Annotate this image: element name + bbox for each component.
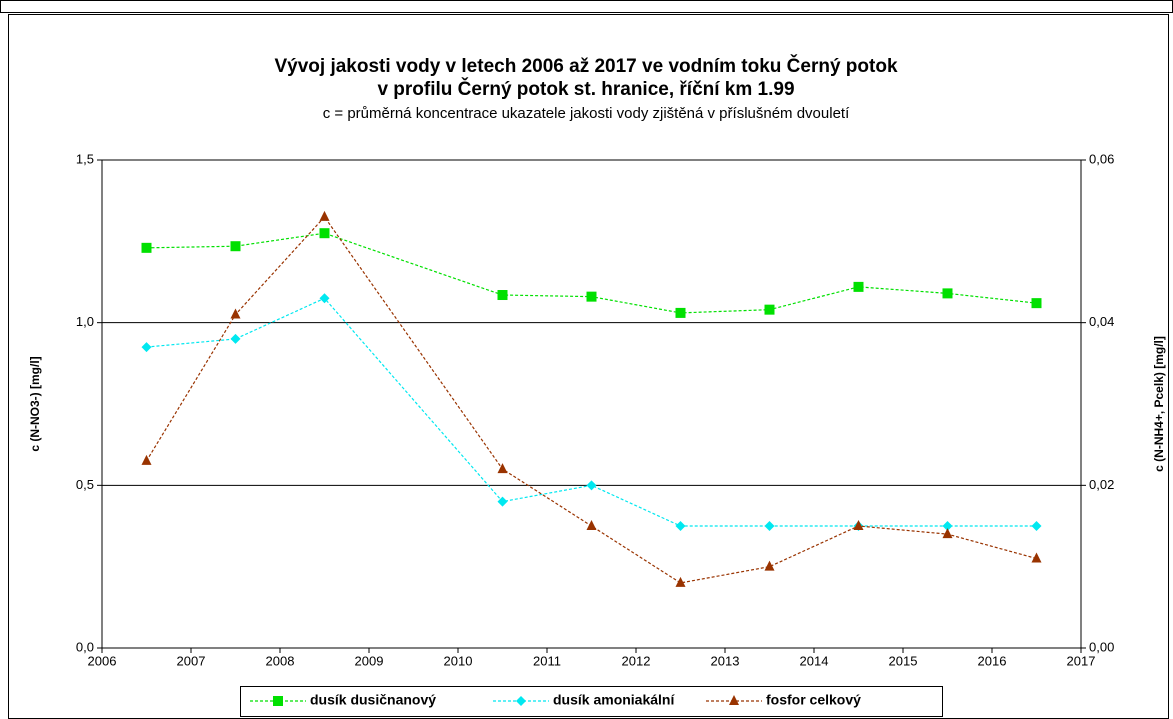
marker (853, 281, 864, 292)
marker (586, 520, 597, 530)
marker (497, 290, 508, 301)
marker (319, 228, 330, 239)
marker (1031, 552, 1042, 563)
marker (497, 496, 508, 507)
y2-tick-label: 0,02 (1089, 477, 1114, 492)
legend-label: dusík amoniakální (553, 692, 675, 708)
y-axis-label: c (N-NO3-) [mg/l] (28, 356, 42, 451)
y2-axis-label: c (N-NH4+, Pcelk) [mg/l] (1152, 336, 1166, 472)
chart-frame (8, 14, 1169, 719)
chart-subtitle: c = průměrná koncentrace ukazatele jakos… (323, 105, 850, 122)
chart-title: v profilu Černý potok st. hranice, říční… (377, 78, 794, 100)
marker (230, 241, 241, 252)
marker (141, 342, 152, 353)
y2-tick-label: 0,06 (1089, 151, 1114, 166)
marker (942, 521, 953, 531)
y-tick-label: 0,5 (76, 477, 94, 492)
marker (853, 520, 864, 530)
series-line (146, 232, 1037, 314)
marker (141, 454, 152, 465)
marker (319, 210, 330, 221)
plot-area (101, 159, 1082, 649)
marker (675, 576, 686, 587)
x-tick-label: 2012 (622, 653, 651, 668)
legend-label: dusík dusičnanový (310, 692, 436, 708)
legend-box (240, 686, 943, 717)
marker (230, 333, 241, 344)
marker (764, 521, 775, 531)
x-tick-label: 2010 (444, 653, 473, 668)
x-tick-label: 2015 (889, 653, 918, 668)
marker (764, 560, 775, 571)
chart-title: Vývoj jakosti vody v letech 2006 až 2017… (274, 55, 897, 77)
x-tick-label: 2008 (266, 653, 295, 668)
x-tick-label: 2014 (800, 653, 829, 668)
x-tick-label: 2009 (355, 653, 384, 668)
y2-tick-label: 0,00 (1089, 639, 1114, 654)
y-tick-label: 0,0 (76, 639, 94, 654)
top-frame (0, 0, 1173, 13)
legend-marker (273, 696, 283, 706)
marker (586, 480, 597, 491)
legend-label: fosfor celkový (766, 692, 861, 708)
y-tick-label: 1,5 (76, 151, 94, 166)
marker (319, 293, 330, 304)
series-line (145, 215, 1037, 584)
marker (586, 291, 597, 302)
marker (1031, 521, 1042, 531)
x-tick-label: 2017 (1067, 653, 1096, 668)
marker (497, 463, 508, 474)
legend-marker (516, 696, 526, 706)
marker (1031, 298, 1042, 309)
marker (675, 307, 686, 318)
marker (942, 528, 953, 539)
y2-tick-label: 0,04 (1089, 314, 1114, 329)
marker (675, 521, 686, 531)
marker (942, 288, 953, 299)
series-line (146, 297, 1037, 527)
x-tick-label: 2016 (978, 653, 1007, 668)
legend-marker (729, 695, 739, 705)
marker (230, 308, 241, 319)
x-tick-label: 2007 (177, 653, 206, 668)
x-tick-label: 2006 (88, 653, 117, 668)
marker (141, 242, 152, 253)
x-tick-label: 2013 (711, 653, 740, 668)
x-tick-label: 2011 (533, 653, 561, 668)
y-tick-label: 1,0 (76, 314, 94, 329)
marker (764, 304, 775, 315)
